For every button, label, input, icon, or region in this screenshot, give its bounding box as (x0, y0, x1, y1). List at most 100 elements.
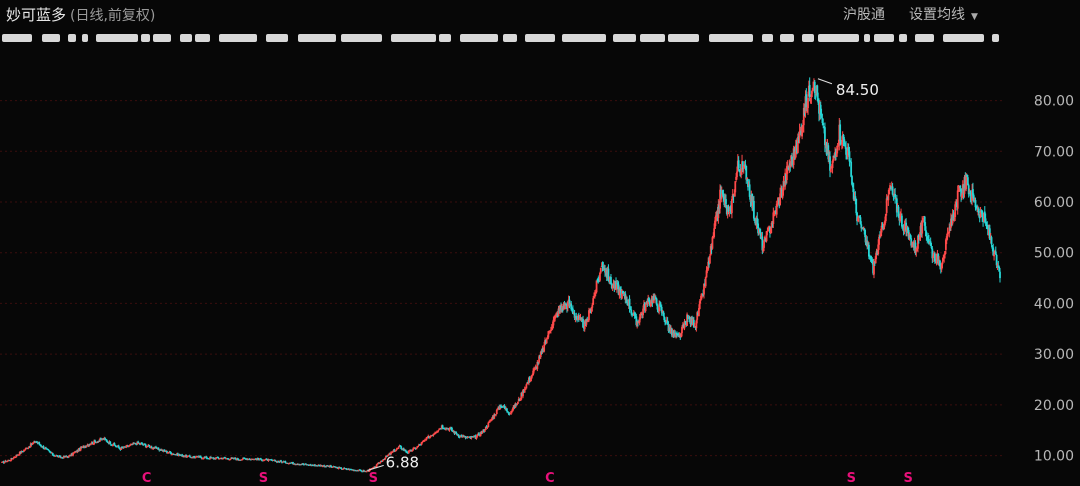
candle-body (832, 155, 835, 161)
candle-body (676, 334, 679, 336)
candle-body (827, 145, 830, 160)
candle-body (855, 198, 858, 214)
candle-body (932, 256, 935, 258)
candle-body (122, 447, 124, 449)
candle-body (877, 244, 880, 255)
candle-body (460, 435, 463, 437)
candle-body (302, 463, 304, 465)
candle-body (935, 253, 938, 264)
candle-body (728, 211, 731, 213)
candle-body (717, 204, 720, 218)
candle-body (839, 124, 842, 141)
candle-body (400, 446, 403, 450)
candle-body (304, 463, 307, 465)
candle-body (486, 426, 489, 428)
candle-body (495, 409, 498, 415)
candle-body (585, 318, 588, 325)
candle-body (504, 407, 507, 409)
candle-body (386, 455, 389, 457)
candle-body (736, 171, 738, 178)
candle-body (361, 471, 364, 473)
candle-body (539, 352, 542, 357)
candle-body (179, 455, 182, 457)
hgt-link[interactable]: 沪股通 (843, 7, 885, 23)
candle-body (131, 444, 134, 446)
candle-body (538, 356, 540, 363)
candle-body (553, 317, 556, 321)
candle-body (639, 313, 642, 319)
candle-body (476, 434, 479, 437)
ma-value-block (219, 34, 257, 42)
candle-body (761, 236, 764, 251)
candle-body (966, 175, 968, 177)
candle-body (842, 135, 845, 140)
candle-body (420, 442, 423, 445)
candle-body (588, 310, 590, 321)
candle-body (988, 228, 991, 240)
candle-body (171, 454, 173, 456)
ma-value-block (341, 34, 382, 42)
candle-body (321, 465, 324, 467)
candle-body (714, 215, 717, 222)
stock-title: 妙可蓝多 (日线,前复权) (6, 4, 155, 25)
candle-body (714, 220, 716, 229)
candle-body (360, 470, 363, 472)
candle-body (621, 290, 623, 299)
candle-body (345, 468, 348, 470)
candle-body (630, 309, 633, 314)
candle-body (658, 303, 661, 312)
ma-settings-button[interactable]: 设置均线 ▼ (909, 4, 978, 24)
candle-body (695, 320, 698, 329)
candle-body (860, 224, 863, 229)
candle-body (509, 413, 512, 415)
candle-body (565, 303, 568, 306)
candle-body (65, 455, 68, 457)
candle-body (894, 193, 897, 200)
candle-body (423, 440, 425, 442)
candle-body (526, 382, 529, 385)
candle-body (914, 242, 917, 253)
candle-body (642, 308, 644, 316)
grid (0, 100, 1005, 457)
candle-body (664, 320, 666, 323)
candle-body (280, 460, 283, 462)
candle-body (850, 161, 853, 177)
candle-body (994, 251, 997, 255)
candle-body (845, 147, 847, 155)
candle-body (215, 457, 217, 460)
candle-body (157, 447, 160, 450)
event-marker-s: S (847, 471, 856, 486)
chart-header: 妙可蓝多 (日线,前复权) 沪股通 设置均线 ▼ (0, 0, 1080, 26)
candle-body (833, 155, 836, 157)
candle-body (885, 198, 888, 213)
candle-body (802, 107, 805, 126)
candle-body (178, 454, 181, 456)
ma-value-block (762, 34, 773, 42)
candle-body (700, 293, 703, 300)
ma-value-block (153, 34, 171, 42)
candle-body (500, 405, 502, 408)
y-tick-label: 30.00 (1034, 347, 1074, 363)
candle-body (812, 88, 814, 91)
candle-body (930, 246, 933, 249)
candle-body (416, 446, 419, 448)
candle-body (655, 298, 658, 305)
candle-body (467, 437, 469, 439)
candle-body (277, 461, 280, 463)
candle-body (891, 186, 894, 195)
candle-body (995, 254, 998, 266)
candle-body (137, 441, 140, 444)
ma-values-strip (2, 34, 999, 42)
candle-body (940, 264, 943, 270)
ma-value-block (460, 34, 498, 42)
candle-body (503, 405, 506, 408)
ma-value-block (992, 34, 999, 42)
ma-value-block (2, 34, 32, 42)
candle-body (167, 452, 170, 454)
candle-body (523, 388, 526, 393)
candle-body (866, 240, 869, 247)
candle-body (785, 166, 788, 181)
candle-body (308, 464, 310, 466)
candle-body (900, 214, 902, 216)
